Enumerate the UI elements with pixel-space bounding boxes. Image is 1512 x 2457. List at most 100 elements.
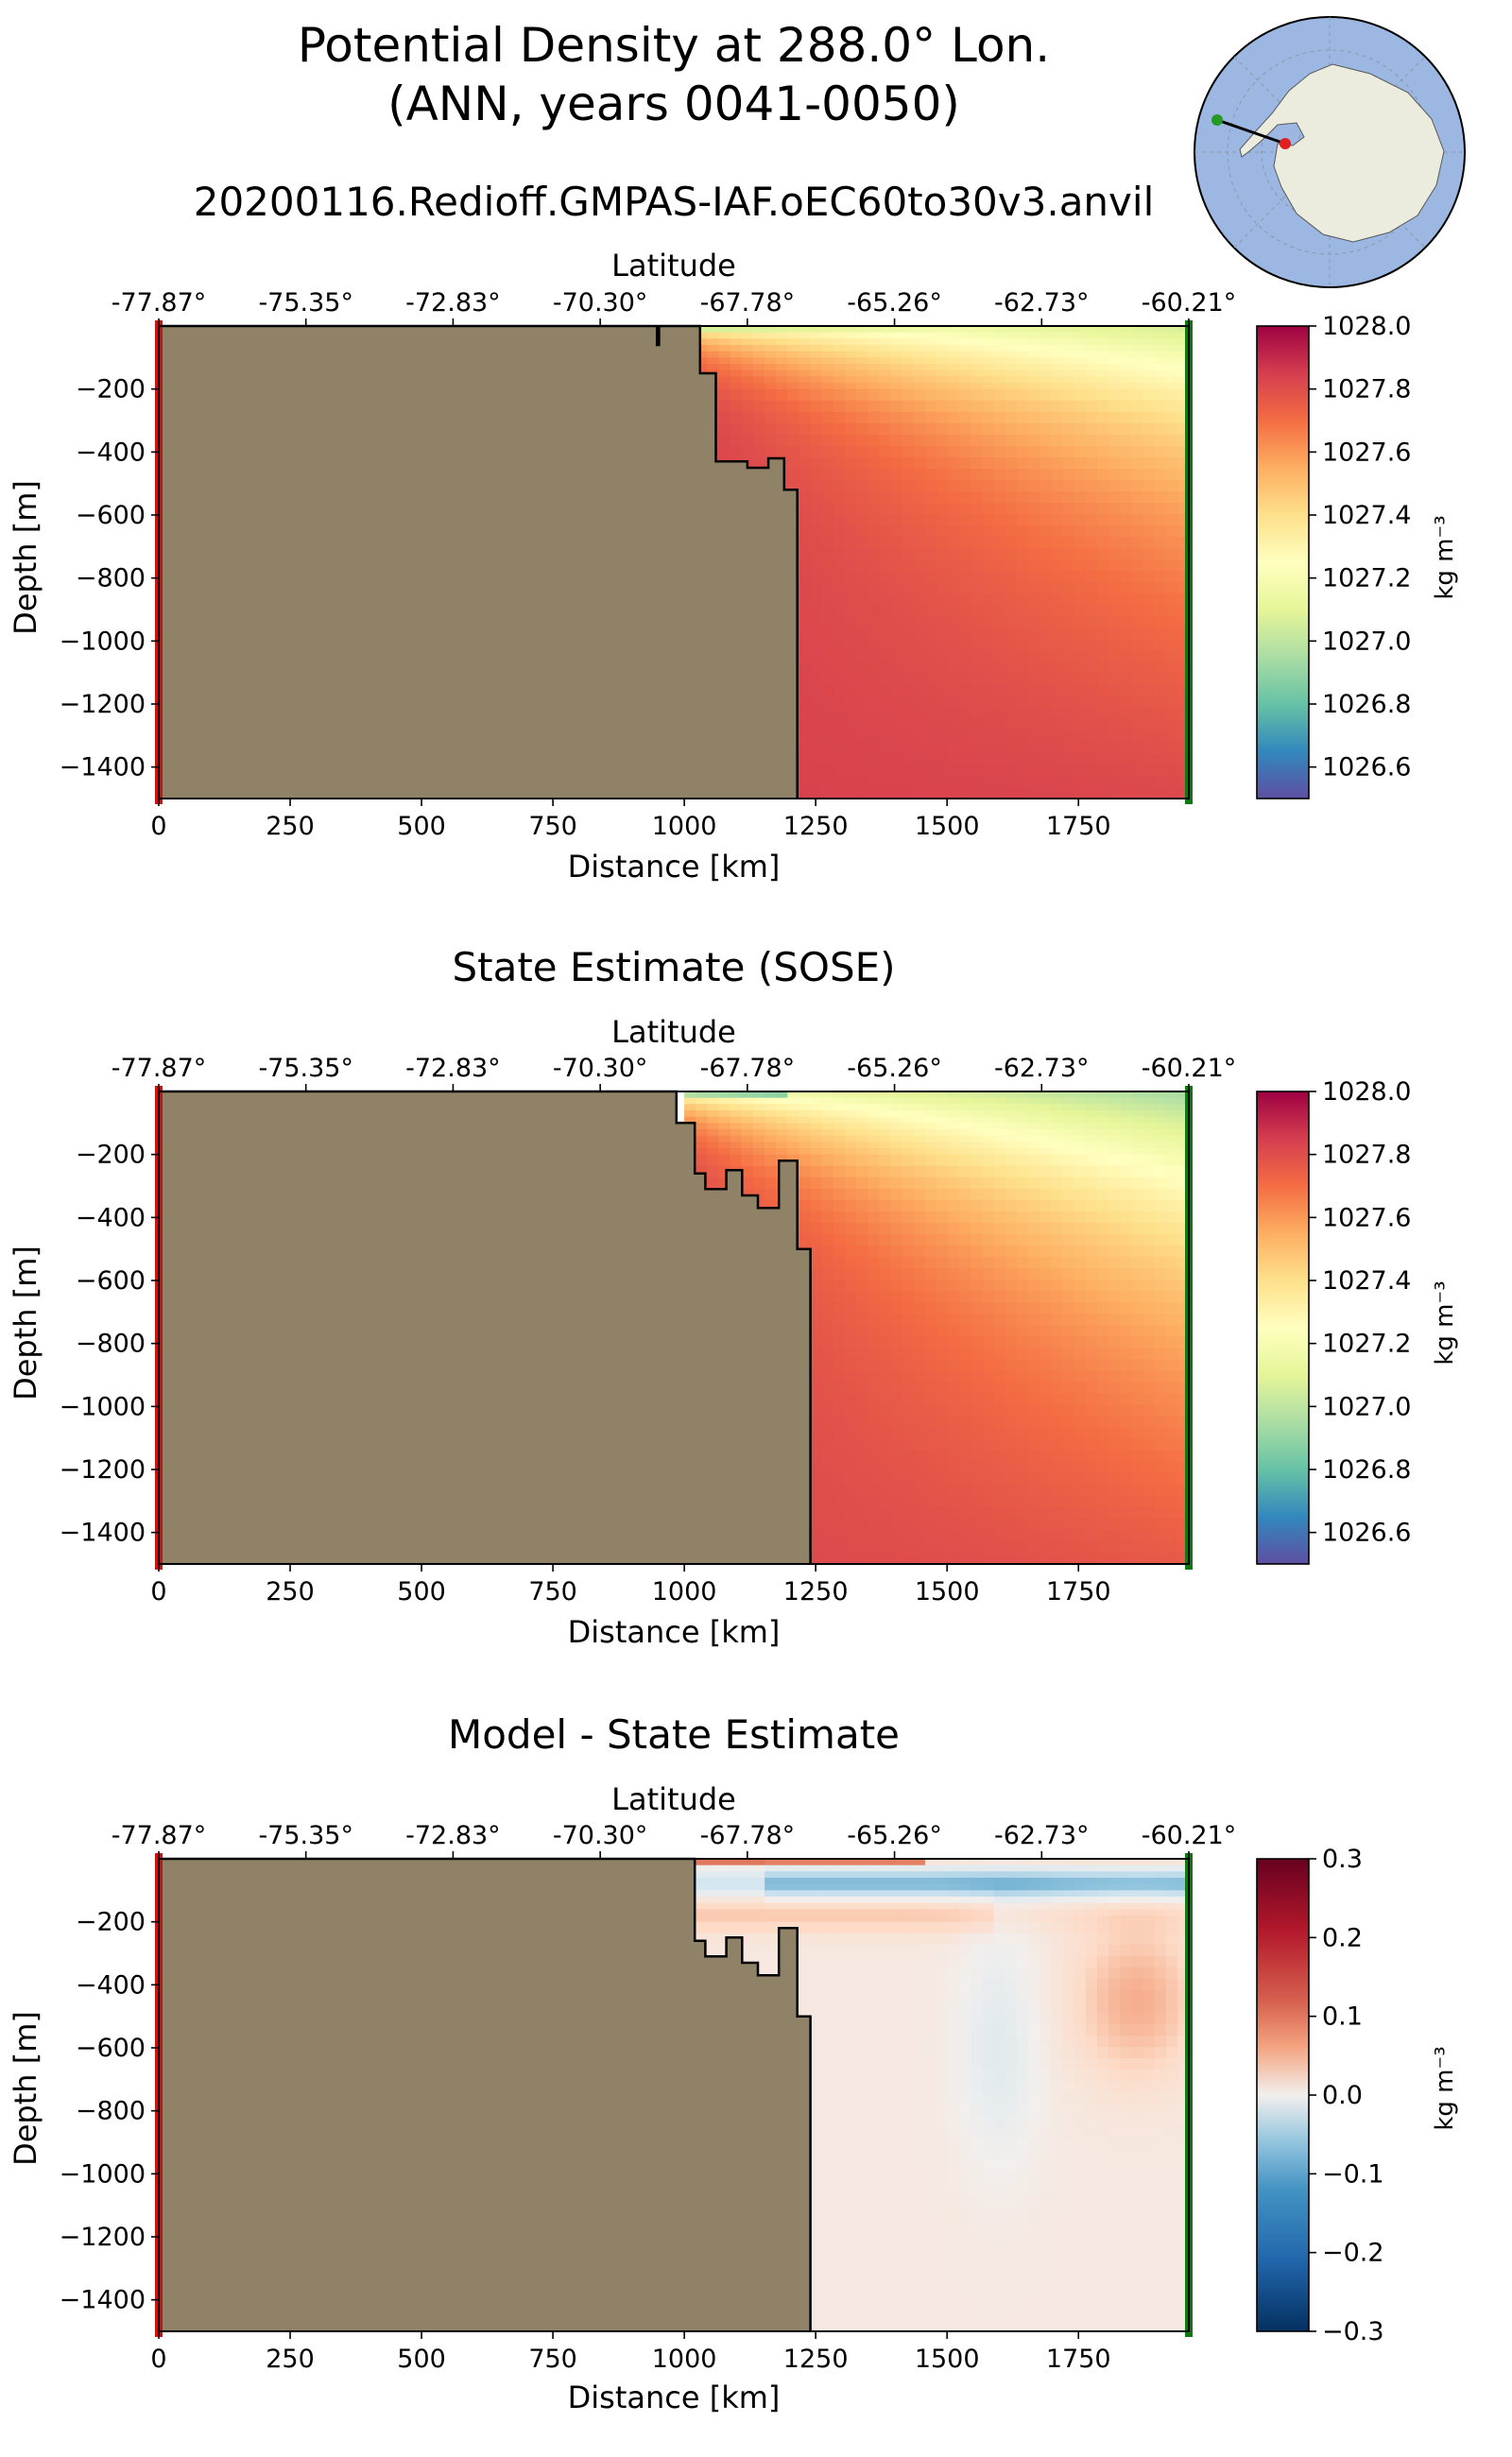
heatmap-cell [959,639,971,652]
heatmap-cell [810,2194,823,2208]
heatmap-cell [1154,741,1167,754]
heatmap-cell [1131,369,1143,377]
heatmap-cell [1108,582,1121,594]
heatmap-cell [1051,503,1064,515]
heatmap-cell [810,559,823,572]
heatmap-cell [1120,456,1132,470]
heatmap-cell [1085,1268,1098,1280]
heatmap-cell [1005,1268,1018,1280]
heatmap-cell [948,376,960,384]
heatmap-cell [1165,351,1178,358]
heatmap-cell [1165,537,1178,549]
heatmap-cell [948,1177,960,1190]
heatmap-cell [936,422,949,436]
heatmap-cell [982,326,995,334]
heatmap-cell [971,1529,984,1542]
heatmap-cell [833,616,846,628]
heatmap-cell [833,2194,846,2208]
heatmap-cell [959,593,971,606]
heatmap-cell [845,1484,857,1497]
heatmap-cell [1062,456,1075,470]
heatmap-cell [1074,1177,1087,1190]
heatmap-cell [821,1890,834,1898]
heatmap-cell [799,1967,812,1980]
heatmap-cell [856,1291,868,1303]
heatmap-cell [752,400,765,413]
heatmap-cell [845,351,857,358]
heatmap-cell [833,1257,846,1269]
heatmap-cell [730,434,743,447]
heatmap-cell [1051,1246,1064,1258]
heatmap-cell [879,1348,892,1360]
heatmap-cell [856,1916,868,1923]
heatmap-cell [902,1091,915,1099]
heatmap-cell [1143,1097,1156,1105]
heatmap-cell [1165,1529,1178,1542]
heatmap-cell [1074,616,1087,628]
heatmap-cell [821,730,834,743]
heatmap-cell [1051,332,1064,339]
heatmap-cell [696,1123,708,1130]
heatmap-cell [924,1404,937,1418]
heatmap-cell [993,1135,1006,1143]
heatmap-cell [868,1165,880,1178]
heatmap-cell [810,1438,823,1452]
heatmap-cell [1165,1291,1178,1303]
heatmap-cell [993,338,1006,346]
heatmap-cell [707,1129,720,1137]
heatmap-cell [1120,741,1132,754]
heatmap-cell [845,1091,857,1099]
heatmap-cell [879,1416,892,1429]
heatmap-cell [776,1142,788,1149]
heatmap-cell [730,1897,743,1904]
heatmap-cell [821,1370,834,1383]
heatmap-cell [1028,369,1040,377]
heatmap-cell [913,1529,926,1542]
heatmap-cell [1165,684,1178,697]
heatmap-cell [1096,775,1109,788]
heatmap-cell [1051,1472,1064,1486]
heatmap-cell [936,480,949,492]
heatmap-cell [1005,388,1018,402]
heatmap-cell [936,1416,949,1429]
heatmap-cell [1085,1280,1098,1292]
heatmap-cell [1165,1450,1178,1463]
heatmap-cell [982,1450,995,1463]
heatmap-cell [821,787,834,799]
heatmap-cell [1154,326,1167,334]
heatmap-cell [868,411,880,424]
heatmap-cell [845,326,857,334]
heatmap-cell [913,730,926,743]
heatmap-cell [752,1110,765,1118]
heatmap-cell [1108,383,1121,390]
heatmap-cell [1005,1348,1018,1360]
heatmap-cell [1154,1472,1167,1486]
heatmap-cell [776,351,788,358]
heatmap-cell [1005,548,1018,560]
heatmap-cell [810,1142,823,1149]
heatmap-cell [936,503,949,515]
heatmap-cell [1074,351,1087,358]
heatmap-cell [868,1859,880,1866]
heatmap-cell [890,400,903,413]
heatmap-cell [1177,1129,1190,1137]
heatmap-cell [1085,338,1098,346]
heatmap-cell [810,1177,823,1190]
heatmap-cell [1051,1427,1064,1440]
heatmap-cell [913,422,926,436]
heatmap-cell [924,376,937,384]
heatmap-cell [845,480,857,492]
heatmap-cell [1177,1091,1190,1099]
heatmap-cell [718,388,731,402]
heatmap-cell [959,775,971,788]
heatmap-cell [1108,1427,1121,1440]
heatmap-cell [902,1142,915,1149]
heatmap-cell [1074,1110,1087,1118]
heatmap-cell [1005,1129,1018,1137]
heatmap-cell [936,684,949,697]
heatmap-cell [799,537,812,549]
heatmap-cell [1051,434,1064,447]
heatmap-cell [971,422,984,436]
heatmap-cell [1040,696,1052,709]
heatmap-cell [1154,1154,1167,1167]
